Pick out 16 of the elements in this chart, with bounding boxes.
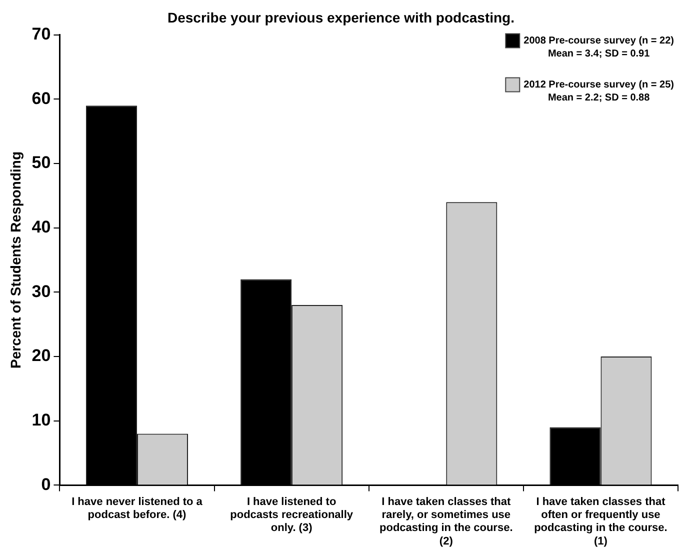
- y-tick-label: 0: [41, 474, 51, 494]
- y-tick-label: 60: [32, 88, 51, 108]
- y-tick-label: 40: [32, 218, 51, 237]
- y-tick-label: 70: [32, 24, 51, 44]
- x-tick-label: I have taken classes that rarely, or sometimes use podcasting in the course. (2): [380, 496, 513, 548]
- y-tick-label: 50: [32, 153, 51, 172]
- y-tick-label: 10: [32, 410, 51, 430]
- x-tick-label: I have never listened to a podcast before. (4): [72, 496, 204, 522]
- legend-label: 2012 Pre-course survey (n = 25) Mean = 2.2; SD = 0.88: [524, 80, 674, 104]
- chart-title: Describe your previous experience with podcasting.: [168, 9, 514, 26]
- y-axis-title: Percent of Students Responding: [7, 151, 24, 369]
- x-tick-label: I have taken classes that often or frequently use podcasting in the course. (1): [534, 496, 668, 548]
- x-tick-label: I have listened to podcasts recreationally only. (3): [230, 496, 354, 534]
- y-tick-label: 30: [32, 282, 51, 301]
- y-tick-label: 20: [32, 346, 51, 366]
- legend-label: 2008 Pre-course survey (n = 22) Mean = 3.4; SD = 0.91: [524, 36, 674, 60]
